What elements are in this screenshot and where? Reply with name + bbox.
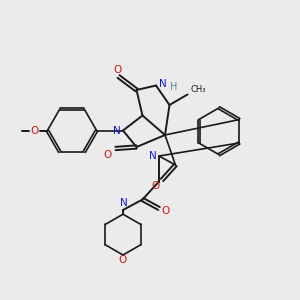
Text: H: H (170, 82, 177, 92)
Text: CH₃: CH₃ (190, 85, 206, 94)
Text: O: O (31, 125, 39, 136)
Text: O: O (104, 149, 112, 160)
Text: N: N (112, 125, 120, 136)
Text: O: O (161, 206, 170, 216)
Text: O: O (113, 64, 121, 75)
Text: O: O (119, 255, 127, 266)
Text: N: N (159, 79, 167, 89)
Text: N: N (148, 151, 156, 161)
Text: O: O (152, 181, 160, 191)
Text: N: N (120, 197, 128, 208)
